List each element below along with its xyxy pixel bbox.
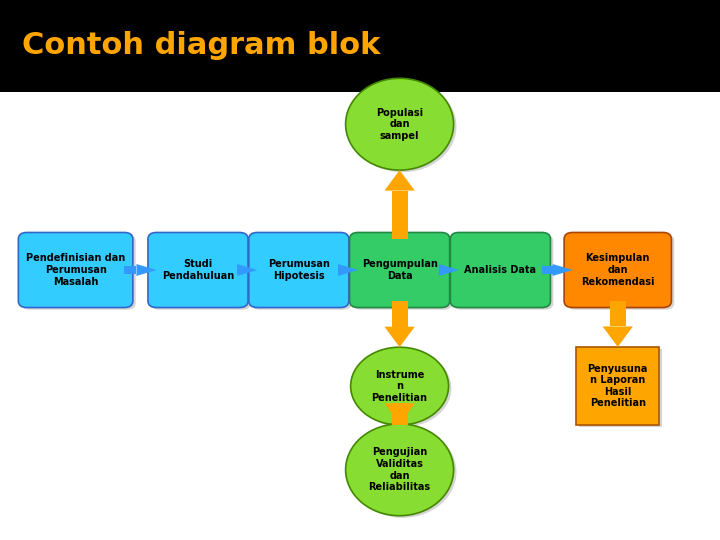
Text: Pengumpulan
Data: Pengumpulan Data (361, 259, 438, 281)
Bar (124, 266, 137, 274)
FancyBboxPatch shape (252, 234, 351, 309)
FancyBboxPatch shape (564, 232, 671, 308)
Ellipse shape (348, 426, 456, 518)
Bar (392, 191, 408, 239)
FancyBboxPatch shape (350, 232, 449, 308)
Text: Studi
Pendahuluan: Studi Pendahuluan (162, 259, 234, 281)
Bar (439, 266, 441, 274)
Polygon shape (338, 264, 359, 276)
Text: Pengujian
Validitas
dan
Reliabilitas: Pengujian Validitas dan Reliabilitas (369, 448, 431, 492)
FancyBboxPatch shape (249, 232, 348, 308)
Bar (338, 266, 340, 274)
Ellipse shape (354, 349, 451, 427)
Polygon shape (137, 264, 157, 276)
FancyBboxPatch shape (567, 234, 674, 309)
Bar (610, 301, 626, 326)
FancyBboxPatch shape (454, 234, 553, 309)
Ellipse shape (351, 347, 449, 425)
FancyBboxPatch shape (21, 234, 135, 309)
Polygon shape (553, 264, 573, 276)
Ellipse shape (346, 424, 454, 516)
FancyBboxPatch shape (451, 232, 550, 308)
Bar (541, 266, 552, 274)
Bar (237, 266, 239, 274)
FancyBboxPatch shape (18, 232, 133, 308)
Text: Kesimpulan
dan
Rekomendasi: Kesimpulan dan Rekomendasi (581, 253, 654, 287)
Bar (392, 403, 408, 425)
Bar (392, 301, 408, 327)
FancyBboxPatch shape (353, 234, 453, 309)
Polygon shape (439, 264, 459, 276)
Text: Contoh diagram blok: Contoh diagram blok (22, 31, 380, 60)
Polygon shape (603, 326, 633, 347)
FancyBboxPatch shape (148, 232, 248, 308)
Text: Pendefinisian dan
Perumusan
Masalah: Pendefinisian dan Perumusan Masalah (26, 253, 125, 287)
Polygon shape (384, 170, 415, 191)
Polygon shape (237, 264, 258, 276)
Bar (0, 0, 720, 92)
Polygon shape (384, 327, 415, 347)
Bar (579, 349, 662, 428)
Text: Analisis Data: Analisis Data (464, 265, 536, 275)
Text: Instrume
n
Penelitian: Instrume n Penelitian (372, 369, 428, 403)
Ellipse shape (346, 78, 454, 170)
Text: Penyusuna
n Laporan
Hasil
Penelitian: Penyusuna n Laporan Hasil Penelitian (588, 364, 648, 408)
Polygon shape (384, 403, 415, 424)
FancyBboxPatch shape (151, 234, 251, 309)
Text: Populasi
dan
sampel: Populasi dan sampel (376, 107, 423, 141)
Bar (577, 347, 660, 426)
Text: Perumusan
Hipotesis: Perumusan Hipotesis (268, 259, 330, 281)
Ellipse shape (348, 80, 456, 172)
